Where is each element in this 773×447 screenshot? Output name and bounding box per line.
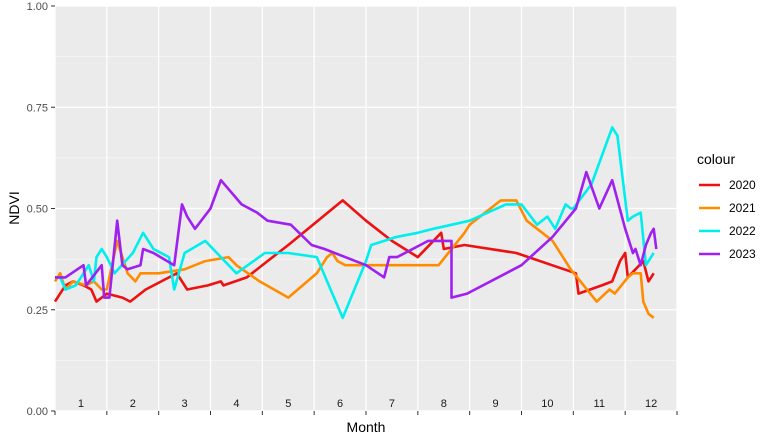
x-tick-label: 10 (541, 398, 553, 410)
legend-label-2022: 2022 (729, 224, 756, 238)
x-tick-label: 5 (285, 398, 291, 410)
x-axis-title: Month (347, 419, 386, 435)
y-axis-title: NDVI (6, 191, 22, 224)
series-line-2023 (55, 170, 658, 299)
x-tick-label: 9 (493, 398, 499, 410)
legend-title: colour (697, 151, 735, 167)
y-tick-label: 0.00 (27, 406, 48, 418)
y-axis: 0.00 0.25 0.50 0.75 1.00 (27, 1, 55, 418)
y-tick-label: 0.75 (27, 102, 48, 114)
series-line-2021 (53, 199, 655, 319)
x-tick-label: 2 (130, 398, 136, 410)
y-tick-label: 0.50 (27, 204, 48, 216)
x-tick-label: 8 (441, 398, 447, 410)
y-tick-label: 1.00 (27, 1, 48, 13)
series-lines (53, 126, 658, 320)
legend-label-2021: 2021 (729, 201, 756, 215)
legend-label-2023: 2023 (729, 247, 756, 261)
series-line-2022 (55, 126, 655, 320)
x-tick-label: 1 (78, 398, 84, 410)
x-tick-label: 7 (389, 398, 395, 410)
x-tick-label: 12 (645, 398, 657, 410)
y-tick-label: 0.25 (27, 305, 48, 317)
x-axis: 1 2 3 4 5 6 7 8 9 10 11 12 (54, 398, 678, 415)
x-tick-label: 3 (182, 398, 188, 410)
x-tick-label: 6 (337, 398, 343, 410)
legend-label-2020: 2020 (729, 178, 756, 192)
x-tick-label: 11 (594, 398, 605, 410)
legend: colour 2020 2021 2022 2023 (697, 151, 756, 261)
x-tick-label: 4 (233, 398, 239, 410)
